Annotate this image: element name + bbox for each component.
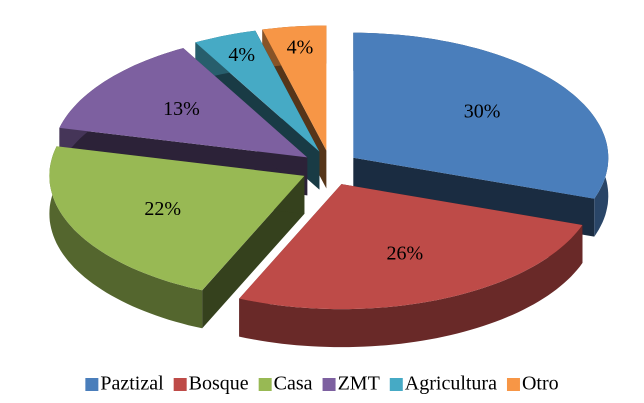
data-label: 13% xyxy=(163,98,200,120)
slice xyxy=(239,184,583,310)
legend-label: Paztizal xyxy=(100,373,164,395)
legend-swatch xyxy=(258,378,272,391)
data-label: 22% xyxy=(144,198,181,220)
slice xyxy=(49,146,305,291)
slice-edge-wall xyxy=(202,175,305,329)
data-label: 4% xyxy=(228,44,255,66)
legend-label: ZMT xyxy=(338,373,380,395)
slice-outer-wall xyxy=(239,225,583,348)
legend-swatch xyxy=(322,378,336,391)
slice xyxy=(59,48,308,158)
slice-outer-wall xyxy=(49,146,203,329)
data-label: 30% xyxy=(464,100,501,122)
slice xyxy=(49,146,305,329)
legend: Paztizal Bosque Casa ZMT Agricultura Otro xyxy=(85,373,559,395)
data-label: 26% xyxy=(387,243,424,265)
legend-swatch xyxy=(85,378,99,391)
slice xyxy=(239,184,583,348)
slice xyxy=(195,30,320,152)
legend-label: Otro xyxy=(522,373,559,395)
slice xyxy=(262,25,327,151)
legend-swatch xyxy=(389,378,403,391)
legend-label: Bosque xyxy=(189,373,249,395)
legend-label: Casa xyxy=(274,373,313,395)
legend-label: Agricultura xyxy=(405,373,497,395)
legend-swatch xyxy=(506,378,520,391)
legend-swatch xyxy=(173,378,187,391)
slice xyxy=(353,32,609,199)
data-label: 4% xyxy=(287,36,314,58)
